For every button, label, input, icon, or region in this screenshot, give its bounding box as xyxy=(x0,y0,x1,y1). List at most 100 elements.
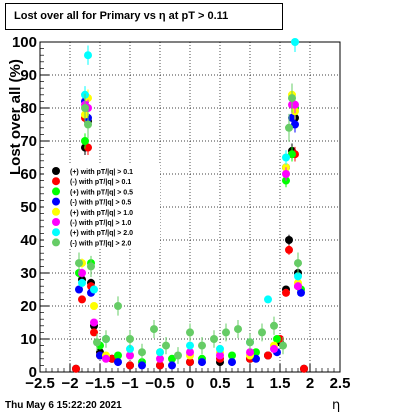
data-point xyxy=(72,364,80,373)
x-tick-label: −0.5 xyxy=(145,375,175,392)
legend-marker xyxy=(52,177,60,186)
data-point xyxy=(216,351,224,360)
data-point xyxy=(216,344,224,353)
legend-marker xyxy=(52,228,60,237)
data-point xyxy=(126,351,134,360)
data-point xyxy=(282,170,290,178)
y-tick-label: 60 xyxy=(20,166,37,183)
data-point xyxy=(87,262,95,271)
data-point xyxy=(300,364,308,373)
legend-label: (+) with pT/|q| > 2.0 xyxy=(70,230,133,237)
data-point xyxy=(288,94,296,103)
data-point xyxy=(234,325,242,334)
data-point xyxy=(288,150,296,159)
legend-marker xyxy=(52,187,60,196)
y-tick-label: 90 xyxy=(20,67,37,84)
x-tick-label: 1.5 xyxy=(270,375,291,392)
data-point xyxy=(288,113,296,122)
data-point xyxy=(294,272,302,281)
y-tick-label: 10 xyxy=(20,331,37,348)
data-point xyxy=(291,120,299,129)
data-point xyxy=(156,354,164,363)
data-point xyxy=(138,361,146,370)
y-tick-label: 20 xyxy=(20,298,37,315)
x-axis-label: η xyxy=(332,398,340,413)
chart-title: Lost over all for Primary vs η at pT > 0… xyxy=(5,3,283,30)
data-point xyxy=(78,295,86,304)
data-point xyxy=(258,328,266,337)
legend-marker xyxy=(52,207,60,216)
data-point xyxy=(294,259,302,268)
data-point xyxy=(114,358,122,367)
data-point xyxy=(291,38,299,46)
x-tick-label: 0.5 xyxy=(210,375,231,392)
data-point xyxy=(174,351,182,360)
x-tick-label: 2 xyxy=(306,375,314,392)
legend-marker xyxy=(52,197,60,206)
data-point xyxy=(126,335,134,343)
data-point xyxy=(285,123,293,132)
x-tick-label: −1 xyxy=(121,375,138,392)
x-tick-label: −1.5 xyxy=(85,375,115,392)
data-point xyxy=(90,302,98,310)
data-point xyxy=(102,335,110,343)
data-point xyxy=(252,348,260,357)
data-point xyxy=(246,338,254,347)
y-axis-label: Lost over all (%) xyxy=(7,59,24,175)
data-point xyxy=(90,328,98,337)
data-point xyxy=(84,120,92,129)
data-point xyxy=(273,335,281,343)
data-point xyxy=(156,361,164,370)
legend-label: (+) with pT/|q| > 0.1 xyxy=(70,169,133,176)
data-point xyxy=(96,351,104,360)
legend-marker xyxy=(52,167,60,175)
data-point xyxy=(126,361,134,370)
data-point xyxy=(168,354,176,363)
data-point xyxy=(279,341,287,350)
data-point xyxy=(84,51,92,60)
data-point xyxy=(75,259,83,268)
data-point xyxy=(246,348,254,357)
data-marks xyxy=(72,38,308,373)
data-point xyxy=(81,137,89,145)
legend-marker xyxy=(52,238,60,247)
y-tick-label: 100 xyxy=(12,34,37,51)
data-point xyxy=(264,295,272,304)
data-point xyxy=(78,278,86,287)
data-point xyxy=(126,344,134,353)
data-point xyxy=(291,100,299,109)
y-tick-label: 80 xyxy=(20,100,37,117)
data-point xyxy=(282,288,290,297)
data-point xyxy=(150,325,158,334)
data-point xyxy=(186,358,194,367)
data-point xyxy=(285,245,293,254)
data-point xyxy=(228,358,236,367)
data-point xyxy=(114,302,122,310)
data-point xyxy=(210,335,218,343)
data-point xyxy=(78,269,86,277)
data-point xyxy=(198,341,206,350)
legend-marker xyxy=(52,218,60,226)
y-tick-label: 0 xyxy=(29,364,37,381)
data-point xyxy=(168,361,176,370)
data-point xyxy=(186,348,194,357)
legend-label: (+) with pT/|q| > 0.5 xyxy=(70,189,133,196)
data-point xyxy=(84,143,92,152)
data-point xyxy=(222,328,230,337)
data-point xyxy=(93,338,101,347)
data-point xyxy=(102,354,110,363)
data-point xyxy=(294,282,302,291)
data-point xyxy=(186,341,194,350)
data-point xyxy=(114,351,122,360)
data-point xyxy=(108,354,116,363)
x-tick-label: −2 xyxy=(61,375,78,392)
data-point xyxy=(270,344,278,353)
data-point xyxy=(282,153,290,162)
data-point xyxy=(252,354,260,363)
data-point xyxy=(285,236,293,244)
legend-label: (-) with pT/|q| > 0.5 xyxy=(70,200,131,207)
data-point xyxy=(186,328,194,337)
data-point xyxy=(264,351,272,360)
legend-label: (+) with pT/|q| > 1.0 xyxy=(70,210,133,217)
data-point xyxy=(228,351,236,360)
